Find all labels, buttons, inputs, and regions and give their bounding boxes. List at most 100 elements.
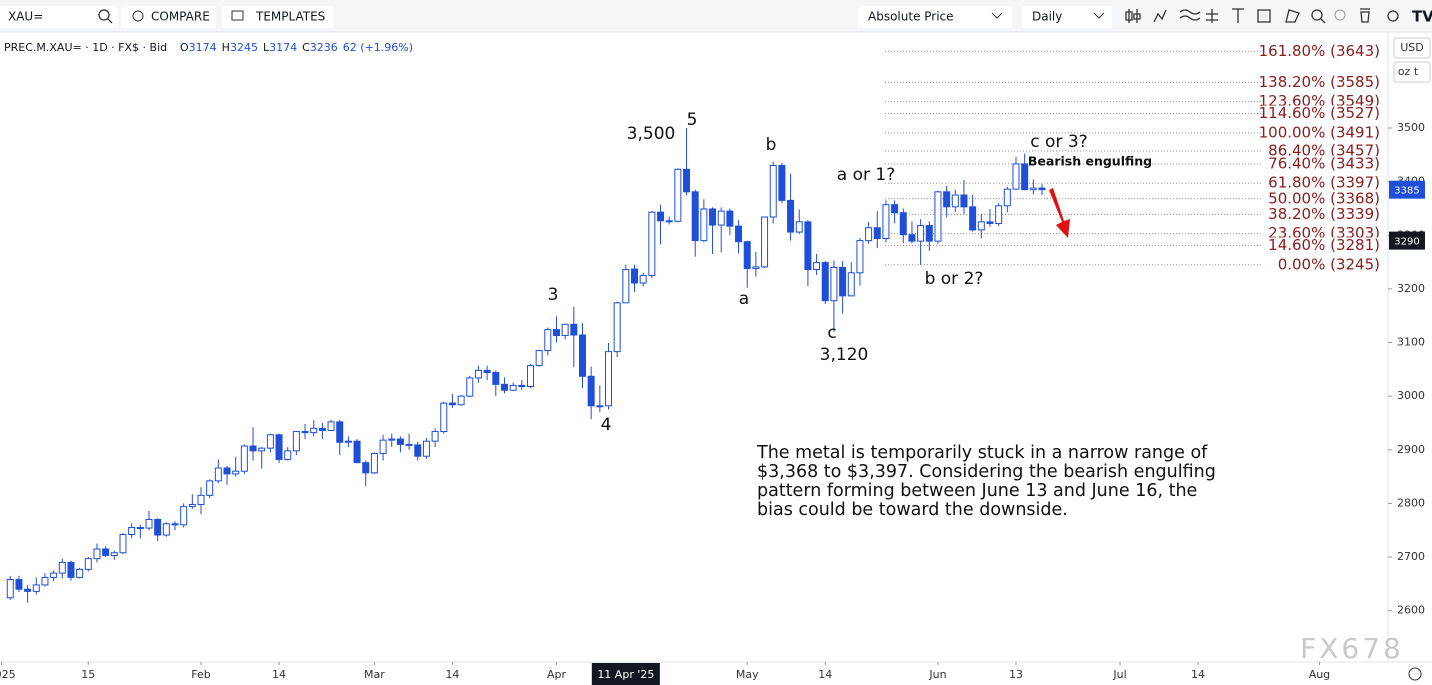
bearish-arrow xyxy=(1049,188,1070,238)
fib-label-bg xyxy=(1262,237,1382,254)
candle-body xyxy=(1021,163,1029,191)
toolbar-icons[interactable] xyxy=(1125,8,1399,24)
legend-item: 3174 xyxy=(269,41,297,54)
candle-body xyxy=(318,427,326,431)
x-tick-label: Apr xyxy=(547,668,567,681)
candle-body xyxy=(240,445,248,472)
symbol-search[interactable] xyxy=(0,6,118,28)
candle-body xyxy=(379,439,387,455)
fib-label-bg xyxy=(1262,190,1382,207)
x-tick-label: Jul xyxy=(1112,668,1126,681)
candle-body xyxy=(41,576,49,586)
candle-body xyxy=(1038,187,1046,191)
candle-body xyxy=(24,588,32,592)
candle-body xyxy=(509,384,517,391)
compare-button[interactable] xyxy=(121,6,216,28)
candle-body xyxy=(856,240,864,274)
fib-label: 61.80% (3397) xyxy=(1268,174,1380,192)
candle-body xyxy=(431,431,439,442)
price-marker-label: 3290 xyxy=(1394,237,1419,248)
candle-body xyxy=(483,369,491,374)
x-tick-label: 14 xyxy=(445,668,459,681)
candle-body xyxy=(388,438,396,441)
candle-body xyxy=(188,503,196,508)
interval-dropdown[interactable] xyxy=(1022,6,1112,28)
fib-label: 138.20% (3585) xyxy=(1259,73,1380,91)
x-tick-label: 14 xyxy=(1191,668,1205,681)
price-mode-dropdown[interactable] xyxy=(858,6,1012,28)
candle-body xyxy=(6,579,14,599)
currency-box[interactable] xyxy=(1393,37,1431,59)
candle-body xyxy=(544,329,552,352)
unit-box[interactable] xyxy=(1393,61,1431,83)
note-line: pattern forming between June 13 and June… xyxy=(757,481,1197,501)
y-tick-label: 3500 xyxy=(1397,121,1425,134)
candle-body xyxy=(622,269,630,304)
candle-body xyxy=(648,211,656,276)
candle-body xyxy=(943,191,951,208)
annotation: 3 xyxy=(548,285,559,305)
templates-button[interactable] xyxy=(222,6,333,28)
fib-label: 50.00% (3368) xyxy=(1268,189,1380,207)
compare-icon xyxy=(132,10,144,22)
search-icon xyxy=(107,18,113,24)
candle-body xyxy=(492,372,500,385)
y-tick-label: 2800 xyxy=(1397,496,1425,509)
annotation: b xyxy=(766,135,777,155)
candle-body xyxy=(448,402,456,406)
candle-body xyxy=(977,221,985,231)
candle-body xyxy=(362,462,370,474)
y-tick-label: 2700 xyxy=(1397,550,1425,563)
fib-label: 76.40% (3433) xyxy=(1268,154,1380,172)
candle-body xyxy=(180,506,188,526)
candle-body xyxy=(275,434,283,460)
annotation: c xyxy=(827,323,836,343)
candle-body xyxy=(700,208,708,242)
dropdown-arrow xyxy=(1093,12,1105,19)
candle-body xyxy=(561,323,569,337)
candle-body xyxy=(535,350,543,367)
candle-body xyxy=(717,210,725,226)
x-tick-label: Aug xyxy=(1309,668,1330,681)
fib-label-bg xyxy=(1262,155,1382,172)
candle-body xyxy=(1003,188,1011,207)
x-tick-label: Jun xyxy=(928,668,946,681)
fib-label-bg xyxy=(1262,256,1382,273)
candle-body xyxy=(804,221,812,271)
legend-item: C xyxy=(302,41,310,54)
fib-label: 161.80% (3643) xyxy=(1259,42,1380,60)
candle-body xyxy=(197,494,205,505)
legend-item: O xyxy=(180,41,189,54)
candle-body xyxy=(795,221,803,233)
x-tick-label: 15 xyxy=(81,668,95,681)
fib-label-bg xyxy=(1262,143,1382,160)
settings-icon[interactable] xyxy=(1408,667,1422,681)
candle-body xyxy=(93,548,101,560)
candle-body xyxy=(466,377,474,397)
candle-body xyxy=(986,221,994,224)
candle-body xyxy=(119,534,127,554)
x-tick-label: 2025 xyxy=(0,668,16,681)
fib-label-bg xyxy=(1262,124,1382,141)
candle-body xyxy=(761,216,769,268)
legend-item: 62 (+1.96%) xyxy=(343,41,413,54)
annotation: b or 2? xyxy=(925,269,984,289)
y-tick-label: 3100 xyxy=(1397,336,1425,349)
note-line: bias could be toward the downside. xyxy=(757,500,1068,520)
x-tick-label: Feb xyxy=(191,668,210,681)
candle-body xyxy=(327,421,335,431)
candle-body xyxy=(223,467,231,475)
candle-body xyxy=(15,579,23,590)
candle-body xyxy=(396,438,404,445)
candle-body xyxy=(214,467,222,482)
candle-body xyxy=(310,427,318,434)
candle-body xyxy=(570,323,578,336)
candle-body xyxy=(882,204,890,239)
x-tick-label: 14 xyxy=(272,668,286,681)
candle-body xyxy=(839,266,847,297)
candle-body xyxy=(925,225,933,242)
candle-body xyxy=(136,527,144,530)
fib-label-bg xyxy=(1262,175,1382,192)
candle-body xyxy=(110,552,118,556)
